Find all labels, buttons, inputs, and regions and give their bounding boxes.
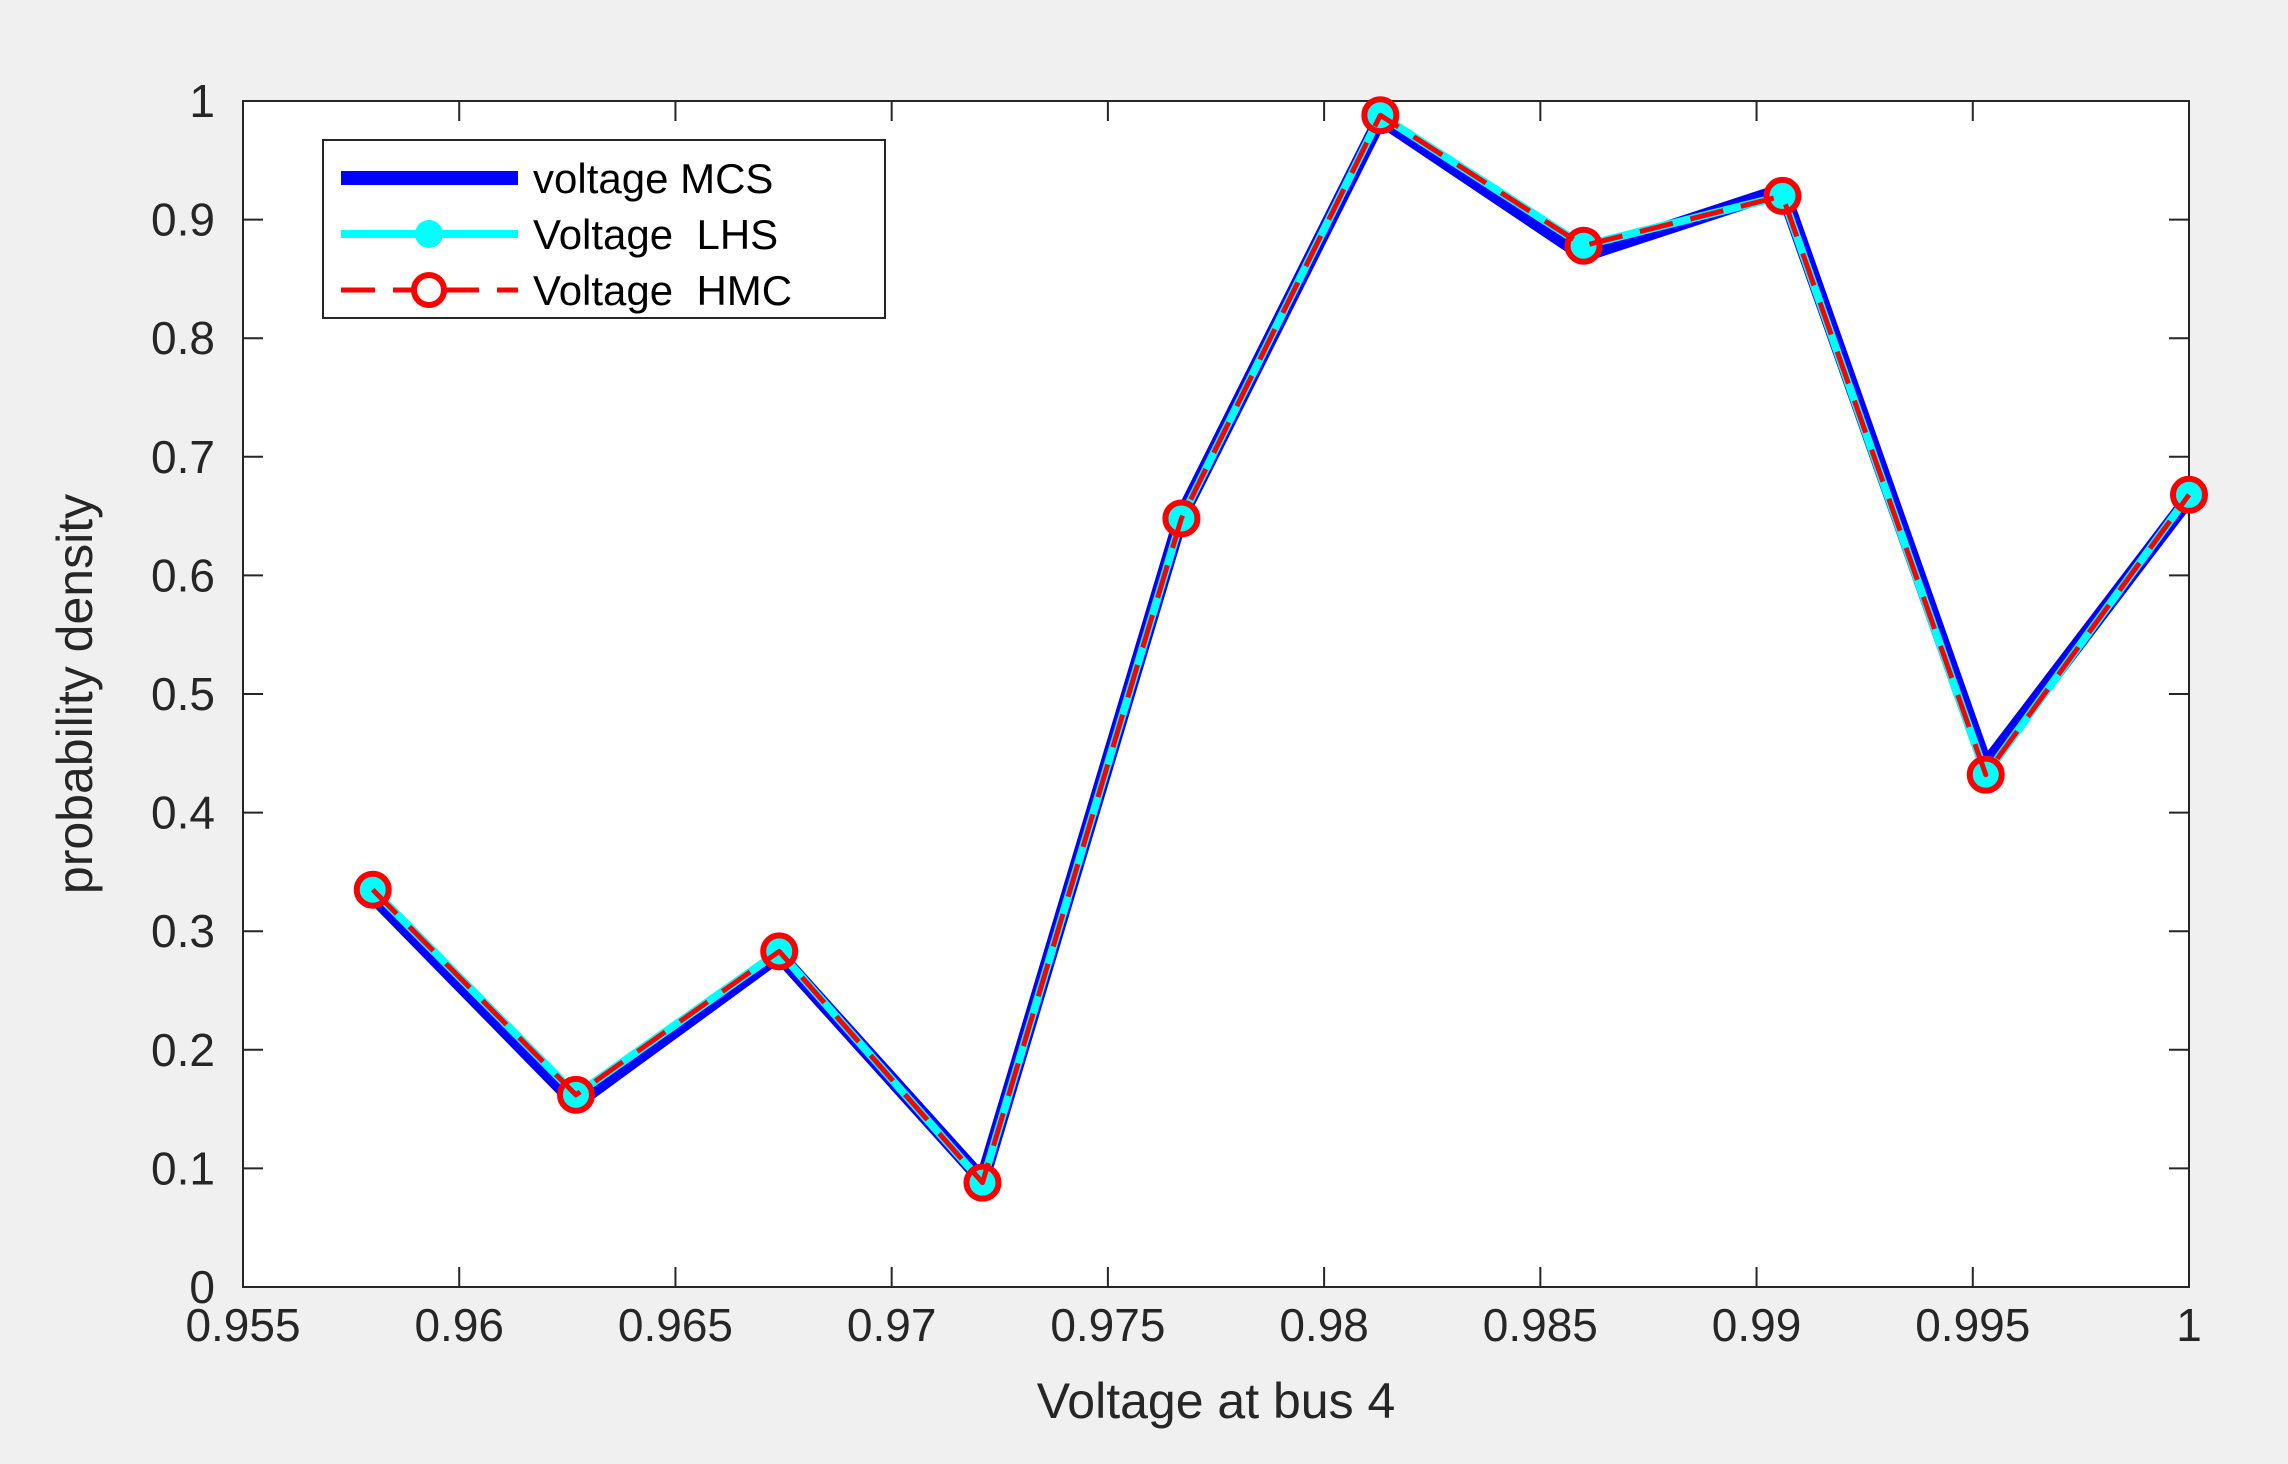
legend-label-voltage-mcs: voltage MCS — [533, 155, 773, 202]
y-axis-label: probability density — [47, 494, 103, 894]
y-tick-label: 1 — [189, 75, 215, 127]
y-tick-label: 0.1 — [151, 1142, 215, 1194]
y-tick-label: 0.8 — [151, 312, 215, 364]
x-tick-label: 0.975 — [1050, 1299, 1165, 1351]
legend-marker-voltage-lhs — [415, 220, 443, 248]
y-tick-label: 0 — [189, 1261, 215, 1313]
y-tick-label: 0.6 — [151, 549, 215, 601]
legend-marker-voltage-hmc — [411, 272, 447, 308]
data-point-voltage-hmc — [1162, 499, 1201, 538]
data-point-voltage-hmc — [1564, 226, 1603, 265]
data-point-voltage-lhs — [1768, 181, 1797, 210]
y-tick-label: 0.9 — [151, 194, 215, 246]
data-point-voltage-hmc — [1361, 96, 1400, 135]
x-tick-label: 0.995 — [1915, 1299, 2030, 1351]
x-tick-label: 0.99 — [1712, 1299, 1802, 1351]
data-point-voltage-hmc — [556, 1075, 595, 1114]
series-layer — [353, 96, 2208, 1202]
legend: voltage MCS Voltage LHS Voltage HMC — [322, 139, 886, 319]
axes-ticks: 0.955 0.96 0.965 0.97 0.975 0.98 0.985 0.99 0.99… — [151, 75, 2202, 1351]
x-axis-label: Voltage at bus 4 — [1037, 1373, 1396, 1429]
y-tick-label: 0.2 — [151, 1024, 215, 1076]
series-line-voltage-lhs — [369, 111, 2193, 1187]
x-tick-label: 0.97 — [847, 1299, 937, 1351]
x-tick-label: 0.965 — [618, 1299, 733, 1351]
x-tick-label: 0.985 — [1483, 1299, 1598, 1351]
x-tick-label: 0.96 — [414, 1299, 504, 1351]
data-point-voltage-hmc — [2170, 475, 2208, 514]
x-tick-label: 0.955 — [185, 1299, 300, 1351]
data-point-voltage-hmc — [760, 932, 799, 971]
x-tick-label: 0.98 — [1279, 1299, 1369, 1351]
data-point-voltage-hmc — [353, 870, 392, 909]
y-tick-label: 0.7 — [151, 431, 215, 483]
legend-label-voltage-hmc: Voltage HMC — [533, 267, 792, 314]
legend-label-voltage-lhs: Voltage LHS — [533, 211, 778, 258]
y-tick-label: 0.3 — [151, 905, 215, 957]
data-point-voltage-hmc — [1763, 176, 1802, 215]
data-point-voltage-lhs — [1569, 231, 1598, 260]
x-tick-label: 1 — [2176, 1299, 2202, 1351]
data-point-voltage-hmc — [1966, 755, 2005, 794]
data-point-voltage-hmc — [963, 1163, 1002, 1202]
y-tick-label: 0.5 — [151, 668, 215, 720]
y-tick-label: 0.4 — [151, 787, 215, 839]
